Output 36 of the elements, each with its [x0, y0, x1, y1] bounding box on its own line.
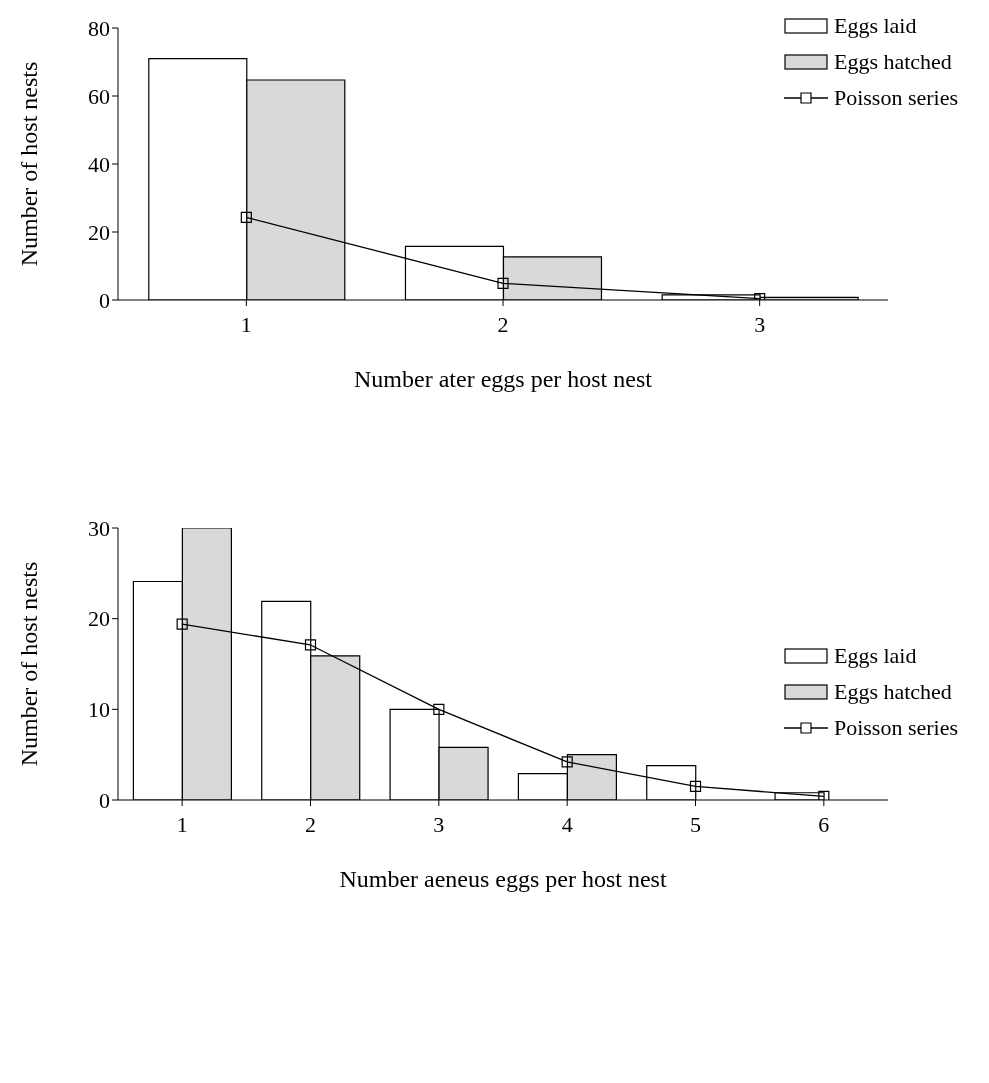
y-axis-title: Number of host nests [15, 61, 42, 267]
y-tick-label: 20 [88, 606, 110, 632]
x-tick-label: 4 [561, 811, 573, 837]
point [176, 618, 188, 630]
legend-label: Poisson series [833, 715, 958, 741]
x-tick-label: 3 [754, 311, 766, 337]
x-tick-label: 6 [818, 811, 830, 837]
y-tick-label: 0 [99, 287, 110, 313]
y-tick-label: 40 [88, 151, 110, 177]
legend-label: Poisson series [833, 85, 958, 111]
legend-label: Eggs laid [833, 13, 917, 39]
point [689, 780, 702, 792]
point [497, 277, 509, 289]
y-axis-title: Number of host nests [15, 561, 42, 767]
x-tick-label: 5 [690, 811, 701, 837]
x-axis-title: Number ater eggs per host nest [354, 366, 653, 393]
x-tick-label: 1 [176, 811, 188, 837]
point [304, 639, 317, 651]
y-tick-label: 10 [88, 697, 110, 723]
point [240, 211, 252, 223]
x-tick-label: 2 [305, 811, 316, 837]
y-tick-label: 60 [88, 83, 110, 109]
x-tick-label: 1 [240, 311, 252, 337]
point [818, 790, 830, 800]
y-tick-label: 20 [88, 219, 110, 245]
x-tick-label: 3 [433, 811, 445, 837]
legend-label: Eggs hatched [833, 49, 952, 75]
point [561, 756, 573, 768]
point [433, 703, 445, 715]
legend-label: Eggs laid [833, 643, 917, 669]
y-tick-label: 30 [88, 515, 110, 541]
x-tick-label: 2 [497, 311, 509, 337]
y-tick-label: 80 [88, 15, 110, 41]
x-axis-title: Number aeneus eggs per host nest [339, 866, 667, 893]
legend-label: Eggs hatched [833, 679, 952, 705]
y-tick-label: 0 [99, 787, 110, 813]
